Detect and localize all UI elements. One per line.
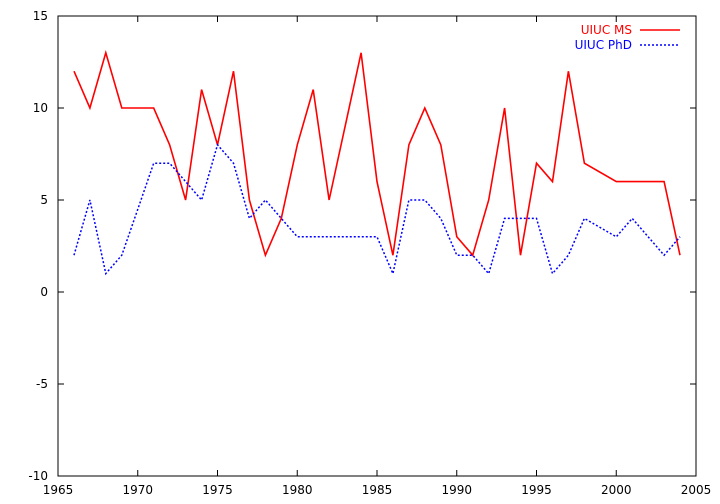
y-tick-label: -10 — [28, 469, 48, 483]
x-tick-label: 1970 — [122, 483, 153, 497]
axis-ticks: 1965 1970 1975 1980 1985 1990 1995 2000 2005 -10 -… — [28, 9, 711, 497]
plot-frame — [57, 15, 697, 477]
y-tick-label: 10 — [33, 101, 48, 115]
x-tick-label: 1985 — [362, 483, 393, 497]
y-tick-label: 0 — [40, 285, 48, 299]
legend-label: UIUC MS — [581, 23, 632, 37]
x-tick-label: 1990 — [441, 483, 472, 497]
x-tick-label: 1995 — [521, 483, 552, 497]
x-tick-label: 2005 — [681, 483, 712, 497]
series-line-uiuc-ms — [73, 49, 681, 258]
x-tick-label: 1965 — [43, 483, 74, 497]
series-layer — [73, 49, 681, 277]
x-tick-label: 1980 — [282, 483, 313, 497]
y-tick-label: 5 — [40, 193, 48, 207]
y-tick-label: 15 — [33, 9, 48, 23]
y-tick-label: -5 — [36, 377, 48, 391]
x-tick-label: 1975 — [202, 483, 233, 497]
legend-label: UIUC PhD — [575, 38, 632, 52]
x-tick-label: 2000 — [601, 483, 632, 497]
series-line-uiuc-phd — [73, 143, 681, 277]
